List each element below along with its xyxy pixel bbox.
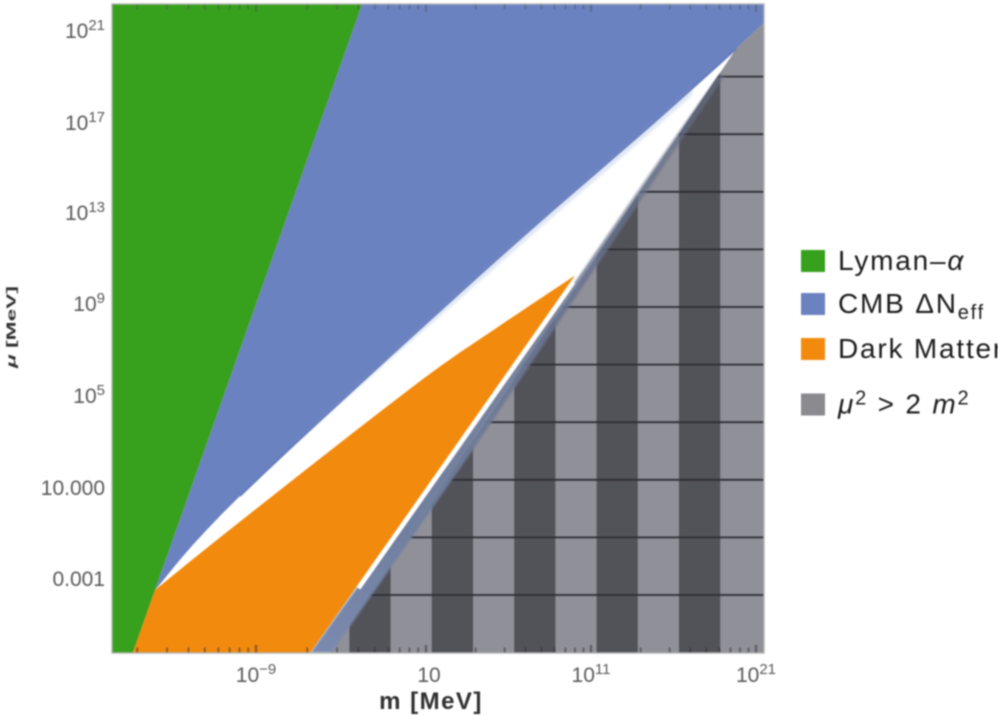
svg-text:m [MeV]: m [MeV] <box>379 688 483 715</box>
svg-text:0.001: 0.001 <box>52 568 105 591</box>
svg-text:Lyman–α: Lyman–α <box>838 245 965 276</box>
svg-text:10.000: 10.000 <box>41 477 105 500</box>
svg-text:Dark Matter: Dark Matter <box>838 333 998 364</box>
svg-text:10: 10 <box>417 664 440 687</box>
svg-text:μ [MeV]: μ [MeV] <box>4 286 19 369</box>
svg-text:μ2 > 2 m2: μ2 > 2 m2 <box>837 388 970 420</box>
svg-text:109: 109 <box>73 290 105 316</box>
